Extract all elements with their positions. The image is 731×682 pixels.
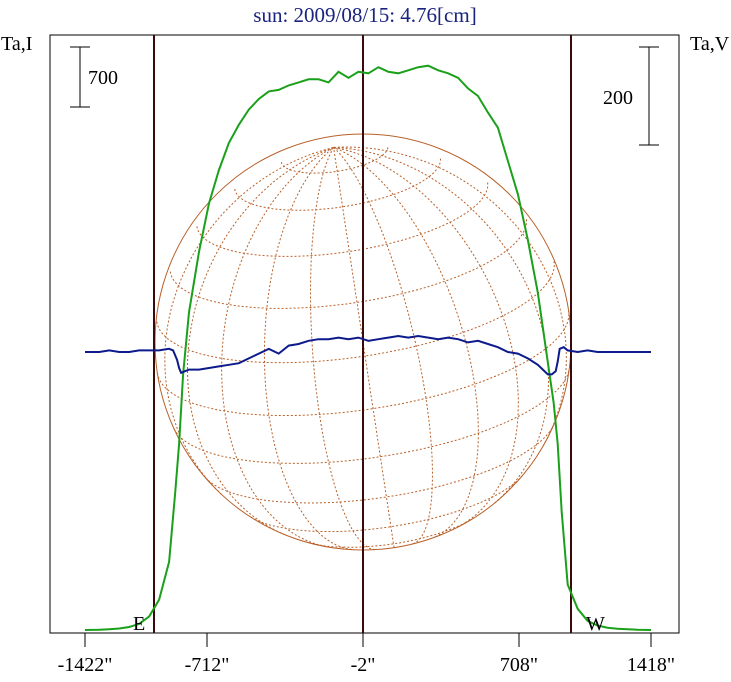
meridian-line (333, 146, 479, 538)
parallel-line (173, 369, 570, 464)
x-tick-label: -2" (351, 654, 376, 676)
scale-bar-right (639, 46, 659, 146)
scale-bar-left-label: 700 (88, 67, 118, 89)
x-axis-ticks: -1422" -712" -2" 708" 1418" (58, 633, 675, 676)
parallel-line (169, 217, 528, 309)
chart-title: sun: 2009/08/15: 4.76[cm] (253, 3, 476, 27)
parallel-line (196, 182, 489, 257)
parallel-line (234, 157, 442, 211)
left-axis-label: Ta,I (1, 33, 32, 55)
plot-frame (49, 34, 680, 634)
meridian-line (333, 147, 434, 545)
parallel-line (156, 310, 570, 416)
x-tick-label: -712" (185, 654, 230, 676)
meridian-line (333, 146, 550, 504)
meridian-line (310, 147, 375, 551)
meridian-line (186, 146, 334, 536)
right-axis-label: Ta,V (690, 33, 730, 55)
meridian-line (333, 147, 395, 548)
meridian-line (333, 146, 519, 528)
limb-label-west: W (586, 613, 605, 635)
parallel-line (250, 475, 523, 533)
x-tick-label: 1418" (627, 654, 675, 676)
meridian-line (221, 146, 334, 548)
limb-label-east: E (133, 613, 145, 635)
meridian-line (164, 146, 334, 495)
meridian-line (263, 147, 352, 550)
x-tick-label: 708" (500, 654, 538, 676)
parallel-line (311, 518, 472, 548)
parallel-line (204, 424, 555, 504)
scale-bar-left (70, 46, 90, 108)
parallel-line (156, 261, 555, 364)
series-line-ta-i (84, 64, 652, 631)
scale-bar-right-label: 200 (603, 87, 633, 109)
x-tick-label: -1422" (58, 654, 113, 676)
series-line-ta-v (85, 334, 651, 376)
